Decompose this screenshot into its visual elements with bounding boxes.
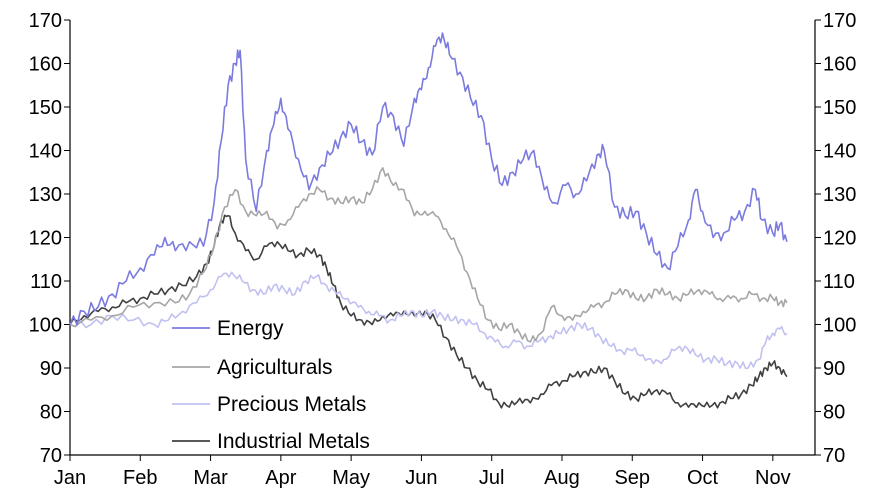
x-tick-label: Jul [479,467,505,489]
x-tick-label: May [332,467,370,489]
y-tick-label-right: 90 [823,358,845,380]
y-tick-label-right: 80 [823,402,845,424]
x-tick-label: Feb [123,467,157,489]
x-tick-label: Jun [405,467,437,489]
y-tick-label-right: 70 [823,445,845,467]
x-tick-label: Jan [54,467,86,489]
y-tick-label-left: 90 [40,358,62,380]
legend: Energy Agriculturals Precious Metals Indust… [172,317,370,453]
series-line-industrial-metals [69,214,788,409]
y-tick-label-right: 130 [823,184,856,206]
y-tick-label-right: 170 [823,10,856,32]
y-tick-label-right: 110 [823,271,855,293]
y-tick-label-right: 140 [823,141,856,163]
legend-label: Precious Metals [217,393,366,416]
series-line-agriculturals [69,167,788,343]
y-tick-label-left: 130 [29,184,62,206]
series-line-energy [69,32,788,326]
x-tick-label: Sep [614,467,650,489]
y-tick-label-right: 120 [823,228,856,250]
y-tick-label-left: 80 [40,402,62,424]
y-tick-label-left: 70 [40,445,62,467]
y-tick-label-right: 150 [823,97,856,119]
legend-label: Energy [217,317,284,340]
y-tick-label-left: 150 [29,97,62,119]
y-tick-label-left: 170 [29,10,62,32]
x-tick-label: Mar [193,467,228,489]
axes: 70 70 80 80 90 90 100 100 110 110 120 120 130 130 140 1… [29,10,857,489]
x-tick-label: Apr [265,467,296,489]
y-tick-label-left: 120 [29,228,62,250]
legend-label: Agriculturals [217,356,333,379]
y-tick-label-left: 110 [30,271,62,293]
series-lines [69,32,788,409]
y-tick-label-right: 100 [823,315,856,337]
y-tick-label-right: 160 [823,54,856,76]
y-tick-label-left: 100 [29,315,62,337]
series-line-precious-metals [69,271,788,370]
x-tick-label: Nov [755,467,791,489]
y-tick-label-left: 140 [29,141,62,163]
legend-label: Industrial Metals [217,430,370,453]
y-tick-label-left: 160 [29,54,62,76]
x-tick-label: Aug [544,467,580,489]
x-tick-label: Oct [687,467,719,489]
